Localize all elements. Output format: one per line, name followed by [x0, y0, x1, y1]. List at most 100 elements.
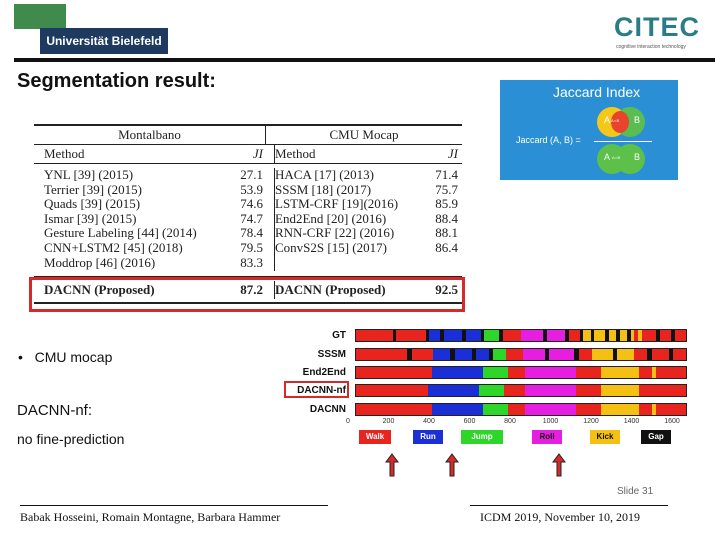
col-method-right: Method	[275, 146, 316, 161]
segment	[601, 404, 640, 415]
footer-conference: ICDM 2019, November 10, 2019	[480, 510, 640, 524]
axis-tick: 1200	[583, 418, 599, 425]
segment	[574, 349, 579, 360]
ji-right: 88.4	[435, 210, 458, 226]
col-separator	[263, 240, 275, 256]
segment	[660, 330, 672, 341]
ji-right: 75.7	[435, 181, 458, 197]
segment	[608, 330, 617, 341]
col-separator	[263, 197, 275, 213]
up-arrow-icon	[552, 453, 566, 482]
segment	[392, 330, 397, 341]
axis-tick: 600	[463, 418, 476, 425]
segment	[462, 330, 466, 341]
table-top-rule	[34, 124, 462, 126]
segment	[668, 349, 673, 360]
ji-left: 78.4	[240, 225, 263, 241]
citec-logo: CITEC	[614, 12, 700, 42]
method-right: HACA [17] (2013)	[275, 167, 374, 182]
ji-left: 74.7	[240, 210, 263, 226]
proposed-ji-right: 92.5	[435, 282, 458, 298]
ji-right: 85.9	[435, 196, 458, 212]
legend-kick: Kick	[590, 430, 620, 444]
ji-right: 86.4	[435, 239, 458, 255]
col-separator	[263, 226, 275, 242]
footer-rule-right	[470, 505, 668, 506]
segment	[601, 385, 640, 396]
bullet-cmu-mocap: • CMU mocap	[18, 349, 113, 365]
venn-bottom-b-label: B	[634, 152, 641, 162]
table-mid-rule	[34, 144, 462, 145]
legend-roll: Roll	[532, 430, 562, 444]
group-separator	[265, 126, 266, 144]
segment	[578, 349, 592, 360]
venn-bottom-b	[615, 144, 645, 174]
dacnn-nf-highlight-box	[284, 381, 349, 398]
segment	[450, 349, 455, 360]
proposed-highlight-box	[29, 277, 465, 312]
method-left: CNN+LSTM2 [45] (2018)	[44, 239, 183, 255]
segment	[356, 385, 428, 396]
sequence-label-sssm: SSSM	[317, 349, 346, 360]
legend-walk: Walk	[359, 430, 391, 444]
frame-axis: 0 200 400 600 800 1000 1200 1400 1600	[343, 418, 693, 430]
segment	[652, 367, 657, 378]
segment	[427, 385, 479, 396]
table-row: Gesture Labeling [44] (2014) 78.4 RNN-CRF …	[34, 225, 462, 242]
table-row: Terrier [39] (2015) 53.9 SSSM [18] (2017) 7…	[34, 181, 462, 198]
segment	[575, 367, 602, 378]
segment	[525, 385, 576, 396]
method-right: End2End [20] (2016)	[275, 210, 387, 226]
ji-right	[416, 256, 458, 271]
legend-run: Run	[413, 430, 443, 444]
segment	[432, 367, 483, 378]
segment	[605, 330, 609, 341]
segment	[583, 330, 591, 341]
segment	[425, 330, 430, 341]
venn-top-intersection	[611, 111, 629, 133]
segment	[568, 330, 580, 341]
table-body: YNL [39] (2015) 27.1 HACA [17] (2013) 71.4 T…	[34, 167, 462, 271]
table-header-rule	[34, 163, 462, 164]
segment	[502, 330, 521, 341]
col-method-left: Method	[44, 146, 85, 161]
sequence-bar-gt	[355, 329, 687, 342]
segment	[627, 330, 631, 341]
proposed-method-right: DACNN (Proposed)	[275, 282, 386, 298]
method-right: SSSM [18] (2017)	[275, 181, 372, 197]
segment	[673, 349, 686, 360]
segment	[480, 330, 485, 341]
proposed-ji-left: 87.2	[240, 282, 263, 298]
segment	[504, 385, 526, 396]
segment	[575, 404, 602, 415]
results-table: Montalbano CMU Mocap Method JI Method JI…	[34, 124, 462, 305]
segment	[634, 349, 648, 360]
ji-left: 79.5	[240, 239, 263, 255]
method-left: Terrier [39] (2015)	[44, 181, 142, 197]
col-separator	[263, 145, 275, 163]
col-separator	[263, 168, 275, 183]
segment	[508, 404, 526, 415]
venn-bottom-intersection-label: A∩B	[612, 155, 621, 160]
segment	[407, 349, 412, 360]
segment	[546, 330, 565, 341]
university-logo-mark	[14, 4, 66, 29]
ji-right: 71.4	[435, 167, 458, 182]
footer-authors: Babak Hosseini, Romain Montagne, Barbara…	[20, 510, 281, 524]
segment	[498, 330, 503, 341]
segment	[411, 349, 434, 360]
jaccard-title: Jaccard Index	[553, 84, 641, 100]
segment	[478, 385, 505, 396]
segment	[651, 349, 669, 360]
col-separator	[263, 255, 275, 271]
table-col-header: Method JI Method JI	[34, 145, 462, 163]
segment	[471, 349, 476, 360]
segment	[656, 330, 661, 341]
col-separator	[263, 281, 275, 300]
table-row: Quads [39] (2015) 74.6 LSTM-CRF [19](2016)…	[34, 196, 462, 213]
segment	[432, 404, 483, 415]
segment	[356, 349, 408, 360]
sequence-bar-dacnn	[355, 403, 687, 416]
sequence-label-dacnn-nf: DACNN-nf	[297, 385, 346, 396]
ji-right: 88.1	[435, 225, 458, 241]
